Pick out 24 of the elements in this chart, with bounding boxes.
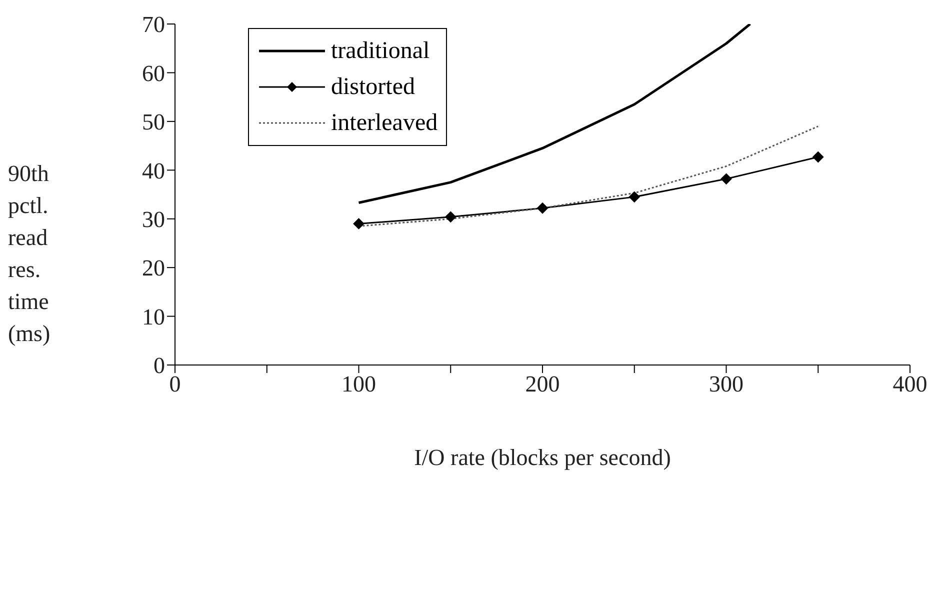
y-tick-label: 60: [142, 60, 165, 86]
point: [812, 151, 824, 162]
x-axis-title: I/O rate (blocks per second): [414, 445, 671, 470]
point: [353, 218, 364, 230]
x-tick-label: 400: [892, 371, 928, 396]
y-tick-label: 40: [142, 158, 165, 184]
legend-label: distorted: [331, 74, 415, 100]
point: [445, 211, 456, 222]
y-axis-title: 90th pctl. read res. time (ms): [8, 160, 52, 348]
x-tick-label: 200: [525, 371, 560, 396]
y-tick-label: 50: [142, 110, 165, 135]
y-tick-label: 20: [142, 256, 165, 281]
point: [628, 191, 640, 202]
point: [720, 173, 732, 184]
point: [537, 202, 548, 214]
y-tick-label: 10: [142, 304, 165, 330]
legend-label: traditional: [331, 38, 430, 64]
x-tick-label: 100: [342, 371, 376, 396]
x-tick-label: 0: [169, 371, 181, 396]
y-tick-label: 30: [142, 207, 165, 232]
legend-label: interleaved: [331, 110, 438, 136]
y-tick-label: 0: [154, 353, 165, 378]
x-tick-label: 300: [709, 371, 744, 396]
y-tick-label: 70: [142, 12, 165, 38]
